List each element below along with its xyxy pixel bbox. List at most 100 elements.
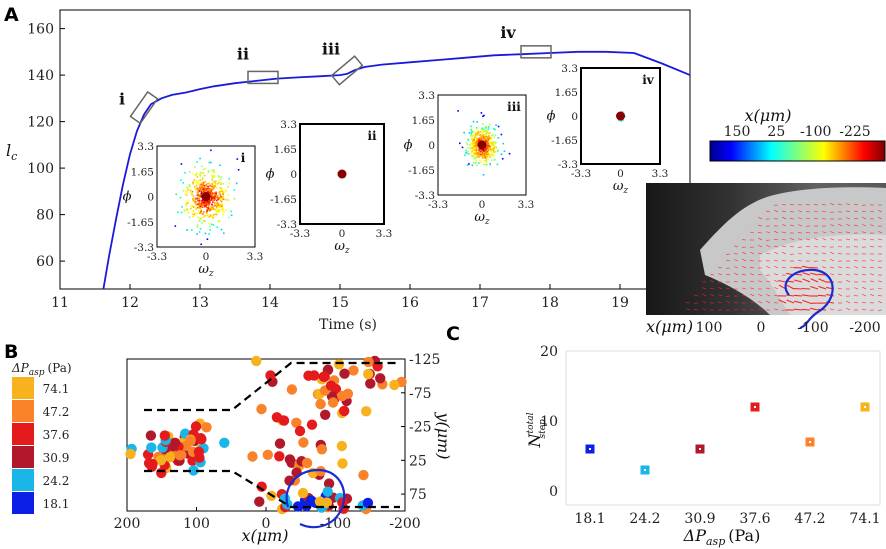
- inset-point: [223, 211, 225, 213]
- inset-point: [486, 155, 488, 158]
- velocity-arrow: [758, 274, 763, 276]
- inset-point: [185, 200, 187, 203]
- inset-point: [479, 131, 481, 133]
- inset-point: [487, 157, 489, 160]
- velocity-arrow: [718, 301, 723, 304]
- velocity-arrow: [846, 279, 851, 283]
- velocity-arrow: [870, 210, 875, 213]
- inset-point: [189, 184, 191, 187]
- b-axis-ticks: 200 100 0 -100 -200 -125 -75 -25 25 75: [114, 352, 441, 532]
- b-point: [125, 448, 136, 460]
- inset-point: [218, 196, 221, 199]
- inset-point: [211, 169, 213, 172]
- inset-point: [491, 142, 494, 144]
- inset-xlabel-main: ω: [198, 262, 209, 277]
- a-marker-box: [247, 70, 279, 85]
- velocity-arrow: [734, 259, 739, 262]
- velocity-arrow: [878, 210, 883, 213]
- image-x-ticks: 100 0 -100 -200: [696, 320, 881, 336]
- velocity-arrow: [806, 245, 811, 248]
- b-xtick-label: -200: [389, 516, 420, 532]
- inset-point: [191, 206, 194, 208]
- inset-point: [200, 204, 202, 206]
- inset-point: [211, 187, 213, 189]
- inset-point: [198, 206, 201, 208]
- inset-point: [476, 132, 478, 134]
- inset-point: [219, 199, 222, 202]
- inset-point: [467, 153, 470, 155]
- inset-point: [473, 147, 475, 149]
- inset-center-point: [201, 192, 211, 201]
- velocity-arrow: [774, 273, 779, 276]
- velocity-arrow: [742, 251, 747, 255]
- velocity-arrow: [862, 308, 867, 311]
- velocity-arrow: [774, 230, 779, 234]
- velocity-arrow: [869, 246, 875, 248]
- inset-point: [198, 202, 200, 204]
- inset-point: [481, 149, 483, 151]
- b-point: [320, 409, 331, 420]
- velocity-arrow: [810, 278, 819, 283]
- velocity-arrow: [750, 231, 755, 234]
- c-xtick-label: 74.1: [849, 511, 880, 527]
- inset-point: [485, 148, 487, 151]
- b-point: [362, 497, 374, 509]
- inset-point: [215, 191, 218, 193]
- inset-point: [480, 161, 483, 164]
- inset-ytick-label: 0: [571, 111, 578, 123]
- inset-point: [474, 152, 477, 155]
- b-ytick-label: -75: [409, 386, 432, 402]
- inset-point: [186, 208, 188, 210]
- inset-point: [218, 186, 221, 189]
- inset-xlabel-sub: z: [484, 217, 490, 227]
- velocity-arrow: [830, 266, 835, 269]
- inset-point: [477, 153, 480, 155]
- inset-point: [485, 143, 488, 145]
- inset-point: [490, 142, 492, 144]
- inset-point: [468, 163, 470, 165]
- velocity-arrow: [782, 210, 787, 213]
- inset-iii: iii 3.3 1.65 0 -1.65 -3.3-3.3 0 3.3 ϕ ωz: [404, 90, 535, 227]
- inset-point: [486, 139, 489, 142]
- inset-point: [202, 219, 205, 222]
- inset-point: [483, 159, 485, 162]
- inset-point: [200, 196, 203, 198]
- inset-point: [471, 131, 473, 133]
- inset-point: [204, 191, 207, 193]
- inset-point: [483, 134, 485, 136]
- inset-point: [482, 174, 485, 176]
- velocity-arrow: [822, 238, 827, 241]
- inset-xlabel: ωz: [474, 210, 490, 227]
- inset-point: [212, 201, 214, 203]
- velocity-arrow: [862, 301, 867, 304]
- inset-ytick-label: 1.65: [131, 166, 154, 178]
- inset-ytick-label: 1.65: [412, 115, 435, 127]
- velocity-arrow: [702, 293, 707, 297]
- inset-point: [477, 155, 479, 157]
- inset-point: [479, 159, 481, 161]
- velocity-arrow: [794, 300, 803, 304]
- inset-point: [491, 155, 493, 157]
- inset-point: [485, 161, 488, 163]
- velocity-arrow: [790, 224, 795, 227]
- velocity-arrow: [813, 246, 819, 248]
- velocity-arrow: [814, 217, 819, 220]
- inset-ylabel: ϕ: [266, 167, 275, 182]
- inset-point: [204, 189, 206, 192]
- inset-point: [180, 179, 182, 181]
- inset-point: [482, 151, 484, 154]
- inset-point: [205, 187, 207, 190]
- velocity-arrow: [774, 308, 779, 311]
- inset-point: [477, 134, 479, 136]
- velocity-arrow: [838, 266, 843, 269]
- velocity-arrow: [862, 286, 867, 290]
- inset-point: [488, 135, 490, 137]
- velocity-arrow: [806, 252, 811, 255]
- inset-point: [196, 197, 199, 200]
- inset-point: [478, 162, 480, 164]
- c-point-center: [864, 406, 866, 408]
- velocity-arrow: [742, 266, 747, 269]
- inset-point: [483, 152, 486, 155]
- b-point: [291, 417, 302, 428]
- b-point: [256, 481, 267, 492]
